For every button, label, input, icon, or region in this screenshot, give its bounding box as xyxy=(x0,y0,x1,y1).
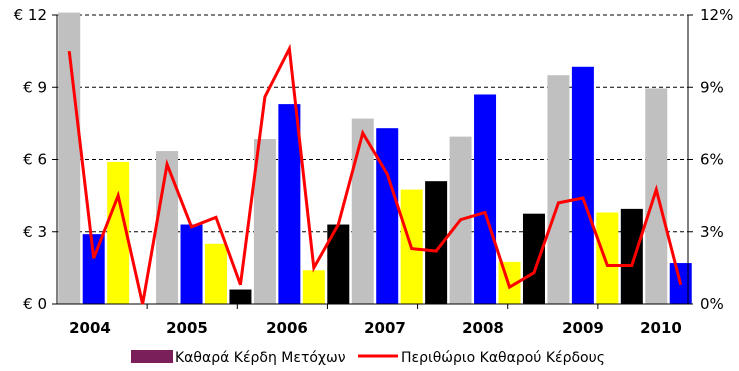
bar xyxy=(107,161,130,304)
category-label: 2005 xyxy=(166,319,208,337)
bar xyxy=(82,234,105,304)
axes xyxy=(52,14,693,309)
left-tick-label: € 0 xyxy=(23,295,47,313)
line-layer xyxy=(67,43,683,305)
bar xyxy=(253,139,276,304)
right-axis-tick-labels: 0% 3% 6% 9% 12% xyxy=(700,6,733,313)
bar xyxy=(376,128,399,304)
bar xyxy=(278,104,301,304)
bar xyxy=(522,213,545,304)
bar xyxy=(547,75,570,305)
bar xyxy=(620,208,643,304)
legend-label-margin: Περιθώριο Καθαρού Κέρδους xyxy=(401,350,605,366)
bar xyxy=(327,224,350,304)
right-tick-label: 3% xyxy=(700,223,724,241)
bar xyxy=(645,88,668,304)
right-tick-label: 9% xyxy=(700,78,724,96)
bar xyxy=(302,270,325,304)
bar xyxy=(156,151,179,304)
left-tick-label: € 6 xyxy=(23,151,47,169)
right-tick-label: 6% xyxy=(700,151,724,169)
legend: Καθαρά Κέρδη Μετόχων Περιθώριο Καθαρού Κ… xyxy=(131,350,605,366)
left-tick-label: € 12 xyxy=(14,6,47,24)
category-labels: 2004 2005 2006 2007 2008 2009 2010 xyxy=(69,319,682,337)
left-tick-label: € 9 xyxy=(23,78,47,96)
right-tick-label: 12% xyxy=(700,6,733,24)
category-label: 2007 xyxy=(364,319,406,337)
bar xyxy=(425,181,448,304)
bar xyxy=(351,118,374,304)
bar xyxy=(596,212,619,304)
left-tick-label: € 3 xyxy=(23,223,47,241)
bar xyxy=(180,224,203,304)
legend-label-net-profit: Καθαρά Κέρδη Μετόχων xyxy=(175,350,346,366)
margin-series-line xyxy=(67,43,683,305)
right-tick-label: 0% xyxy=(700,295,724,313)
bars-layer xyxy=(58,12,692,305)
category-label: 2008 xyxy=(462,319,504,337)
bar xyxy=(204,243,227,304)
bar xyxy=(571,66,594,304)
category-label: 2010 xyxy=(640,319,682,337)
bar xyxy=(229,289,252,304)
legend-swatch-net-profit xyxy=(131,350,173,363)
left-axis-tick-labels: € 0 € 3 € 6 € 9 € 12 xyxy=(14,6,47,313)
category-label: 2004 xyxy=(69,319,111,337)
category-label: 2009 xyxy=(562,319,604,337)
bar xyxy=(474,94,497,304)
category-label: 2006 xyxy=(266,319,308,337)
